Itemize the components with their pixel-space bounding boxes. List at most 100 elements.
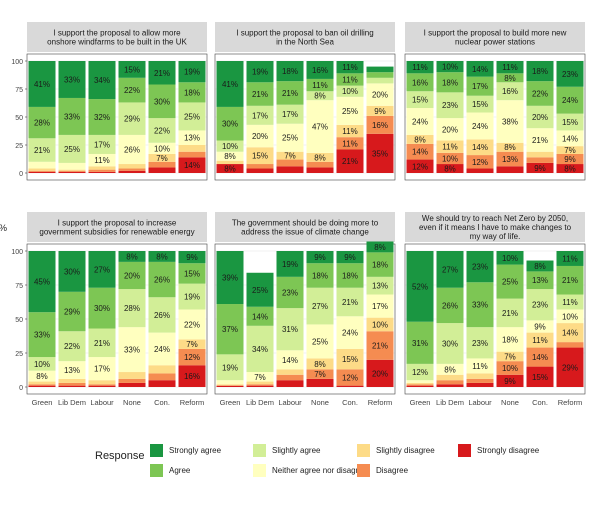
data-label: 19%: [222, 363, 238, 372]
bar-segment: [88, 134, 116, 154]
bar-segment: [336, 316, 364, 349]
y-tick-label: 0: [19, 171, 23, 178]
data-label: 18%: [502, 335, 518, 344]
bar-segment: [246, 272, 274, 307]
bar-segment: [466, 382, 494, 387]
data-label: 11%: [312, 81, 327, 90]
legend-item: Slightly agree: [253, 444, 320, 457]
panel-title: I support the proposal to ban oil drilli…: [236, 29, 373, 47]
panel-2: I support the proposal to ban oil drilli…: [214, 22, 396, 181]
panel-title: I support the proposal to allow more onsh…: [47, 29, 187, 47]
data-label: 8%: [36, 372, 48, 381]
data-label: 10%: [372, 320, 388, 329]
bar-segment: [28, 381, 56, 385]
legend-item: Agree: [150, 464, 190, 477]
data-label: 20%: [532, 113, 548, 122]
bar-segment: [246, 61, 274, 83]
panel-strip: [215, 22, 395, 52]
data-label: 10%: [502, 364, 518, 373]
data-label: 20%: [372, 369, 388, 378]
panel-strip: [27, 22, 207, 52]
bar-segment: [88, 384, 116, 386]
bar-segment: [58, 170, 86, 172]
bar-segment: [178, 348, 206, 366]
data-label: 33%: [34, 331, 50, 340]
data-label: 8%: [444, 365, 456, 374]
bar-segment: [148, 261, 176, 298]
data-label: 11%: [342, 127, 357, 136]
bar-segment: [58, 171, 86, 173]
x-tick-label: Reform: [368, 398, 393, 407]
panel-title: I support the proposal to build more new…: [424, 29, 567, 47]
data-label: 45%: [34, 278, 50, 287]
data-label: 9%: [534, 164, 546, 173]
y-tick-label: 100: [11, 59, 23, 66]
bar-segment: [246, 105, 274, 125]
bar-segment: [556, 61, 584, 87]
data-label: 8%: [314, 92, 326, 101]
data-label: 22%: [154, 126, 170, 135]
data-label: 8%: [564, 165, 576, 174]
bar-segment: [306, 61, 334, 79]
bar-segment: [556, 153, 584, 165]
data-label: 7%: [186, 340, 198, 349]
data-label: 17%: [252, 111, 268, 120]
bar-segment: [276, 61, 304, 82]
bar-segment: [178, 251, 206, 264]
bar-segment: [306, 91, 334, 101]
bar-segment: [406, 321, 434, 364]
data-label: 13%: [372, 282, 388, 291]
data-label: 8%: [314, 153, 326, 162]
bar-segment: [306, 263, 334, 288]
legend-item: Strongly disagree: [458, 444, 539, 457]
data-label: 14%: [562, 329, 578, 338]
y-tick-label: 25: [15, 143, 23, 150]
legend-item: Slightly disagree: [357, 444, 435, 457]
data-label: 33%: [124, 346, 140, 355]
data-label: 25%: [252, 286, 268, 295]
bar-segment: [28, 161, 56, 169]
legend-swatch: [253, 444, 266, 457]
data-label: 30%: [64, 267, 80, 276]
legend-item: Neither agree nor disagree: [253, 464, 367, 477]
bar-segment: [88, 99, 116, 135]
data-label: 12%: [412, 368, 428, 377]
data-label: 18%: [184, 88, 200, 97]
legend-label: Slightly disagree: [376, 446, 435, 455]
data-label: 25%: [64, 145, 80, 154]
plot-border: [26, 243, 208, 395]
data-label: 17%: [94, 140, 110, 149]
panel-strip: [27, 212, 207, 242]
bar-segment: [366, 294, 394, 318]
bar-segment: [118, 251, 146, 262]
data-label: 21%: [282, 89, 298, 98]
bar-segment: [216, 304, 244, 355]
data-label: 7%: [564, 146, 576, 155]
data-label: 17%: [282, 110, 298, 119]
bar-segment: [336, 124, 364, 138]
bar-segment: [496, 351, 524, 362]
data-label: 21%: [94, 339, 110, 348]
x-tick-label: Reform: [558, 398, 583, 407]
bar-segment: [406, 384, 434, 386]
bar-segment: [276, 159, 304, 167]
data-label: 13%: [64, 366, 80, 375]
bar-segment: [118, 61, 146, 78]
data-label: 23%: [282, 288, 298, 297]
data-label: 26%: [442, 301, 458, 310]
data-label: 25%: [282, 134, 298, 143]
bar-segment: [88, 61, 116, 100]
bar-segment: [366, 77, 394, 84]
data-label: 26%: [154, 276, 170, 285]
legend-swatch: [253, 464, 266, 477]
data-label: 11%: [342, 75, 357, 84]
bar-segment: [216, 385, 244, 387]
data-label: 18%: [442, 78, 458, 87]
bar-segment: [436, 363, 464, 375]
data-label: 7%: [504, 352, 516, 361]
bar-segment: [436, 61, 464, 73]
data-label: 15%: [562, 118, 578, 127]
legend-swatch: [357, 444, 370, 457]
data-label: 22%: [124, 86, 140, 95]
bar-segment: [466, 251, 494, 283]
